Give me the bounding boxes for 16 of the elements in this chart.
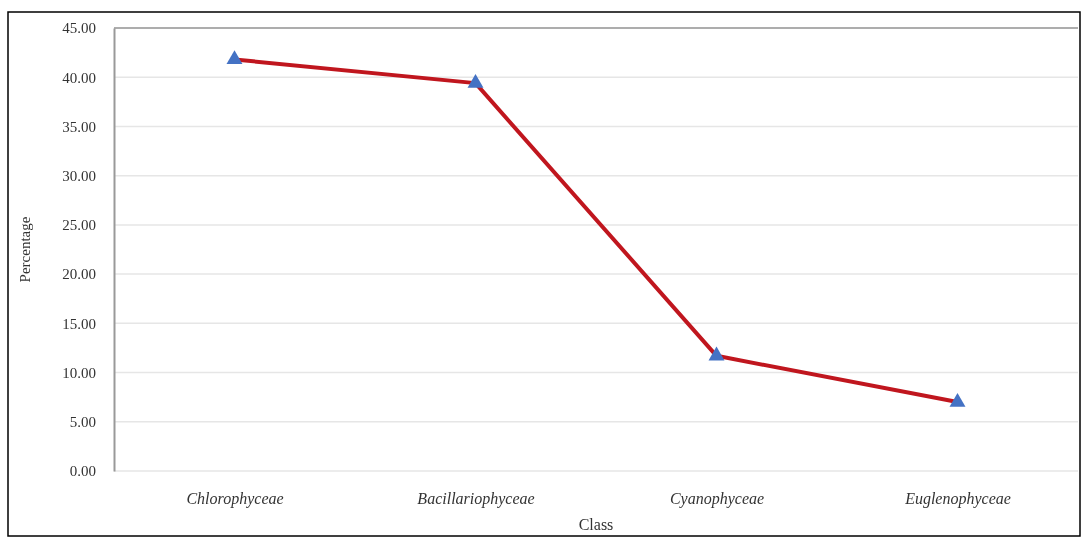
y-tick-label: 30.00 <box>62 167 96 184</box>
x-tick-label: Euglenophyceae <box>904 490 1011 509</box>
y-tick-label: 10.00 <box>62 364 96 381</box>
y-tick-label: 15.00 <box>62 315 96 332</box>
x-tick-label: Chlorophyceae <box>186 490 284 509</box>
y-tick-label: 40.00 <box>62 69 96 86</box>
x-tick-label: Bacillariophyceae <box>417 490 535 509</box>
y-tick-label: 5.00 <box>69 414 96 431</box>
y-tick-label: 35.00 <box>62 118 96 135</box>
y-tick-label: 0.00 <box>69 463 96 480</box>
y-tick-label: 45.00 <box>62 20 96 37</box>
x-tick-label: Cyanophyceae <box>669 490 765 509</box>
y-tick-label: 25.00 <box>62 217 96 234</box>
x-axis-title: Class <box>578 516 614 533</box>
y-tick-label: 20.00 <box>62 266 96 283</box>
y-axis-title: Percentage <box>17 216 33 283</box>
